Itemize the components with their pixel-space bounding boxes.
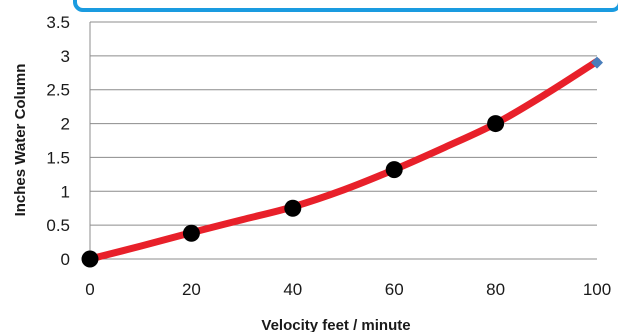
y-tick-label: 3.5 xyxy=(46,13,70,32)
y-tick-label: 1 xyxy=(61,182,70,201)
data-point xyxy=(284,199,302,217)
data-point xyxy=(385,161,403,179)
data-point xyxy=(487,115,505,133)
x-tick-label: 0 xyxy=(85,280,94,299)
y-tick-label: 3 xyxy=(61,47,70,66)
x-axis-title: Velocity feet / minute xyxy=(261,317,410,332)
x-tick-label: 20 xyxy=(182,280,201,299)
x-tick-label: 100 xyxy=(583,280,611,299)
x-tick-label: 40 xyxy=(283,280,302,299)
y-tick-label: 0 xyxy=(61,250,70,269)
series-curve xyxy=(86,57,601,263)
y-tick-label: 2.5 xyxy=(46,81,70,100)
header-bar xyxy=(73,0,618,12)
y-tick-label: 0.5 xyxy=(46,216,70,235)
data-point xyxy=(81,250,99,268)
data-point xyxy=(182,224,200,242)
x-tick-label: 60 xyxy=(385,280,404,299)
endpoint-marker xyxy=(591,56,603,69)
y-axis-title: Inches Water Column xyxy=(12,64,29,217)
x-tick-label: 80 xyxy=(486,280,505,299)
y-tick-label: 2 xyxy=(61,115,70,134)
y-tick-label: 1.5 xyxy=(46,148,70,167)
